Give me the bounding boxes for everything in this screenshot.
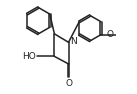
Text: O: O: [106, 30, 113, 39]
Text: O: O: [65, 79, 72, 88]
Text: N: N: [70, 37, 77, 46]
Text: HO: HO: [22, 52, 36, 61]
